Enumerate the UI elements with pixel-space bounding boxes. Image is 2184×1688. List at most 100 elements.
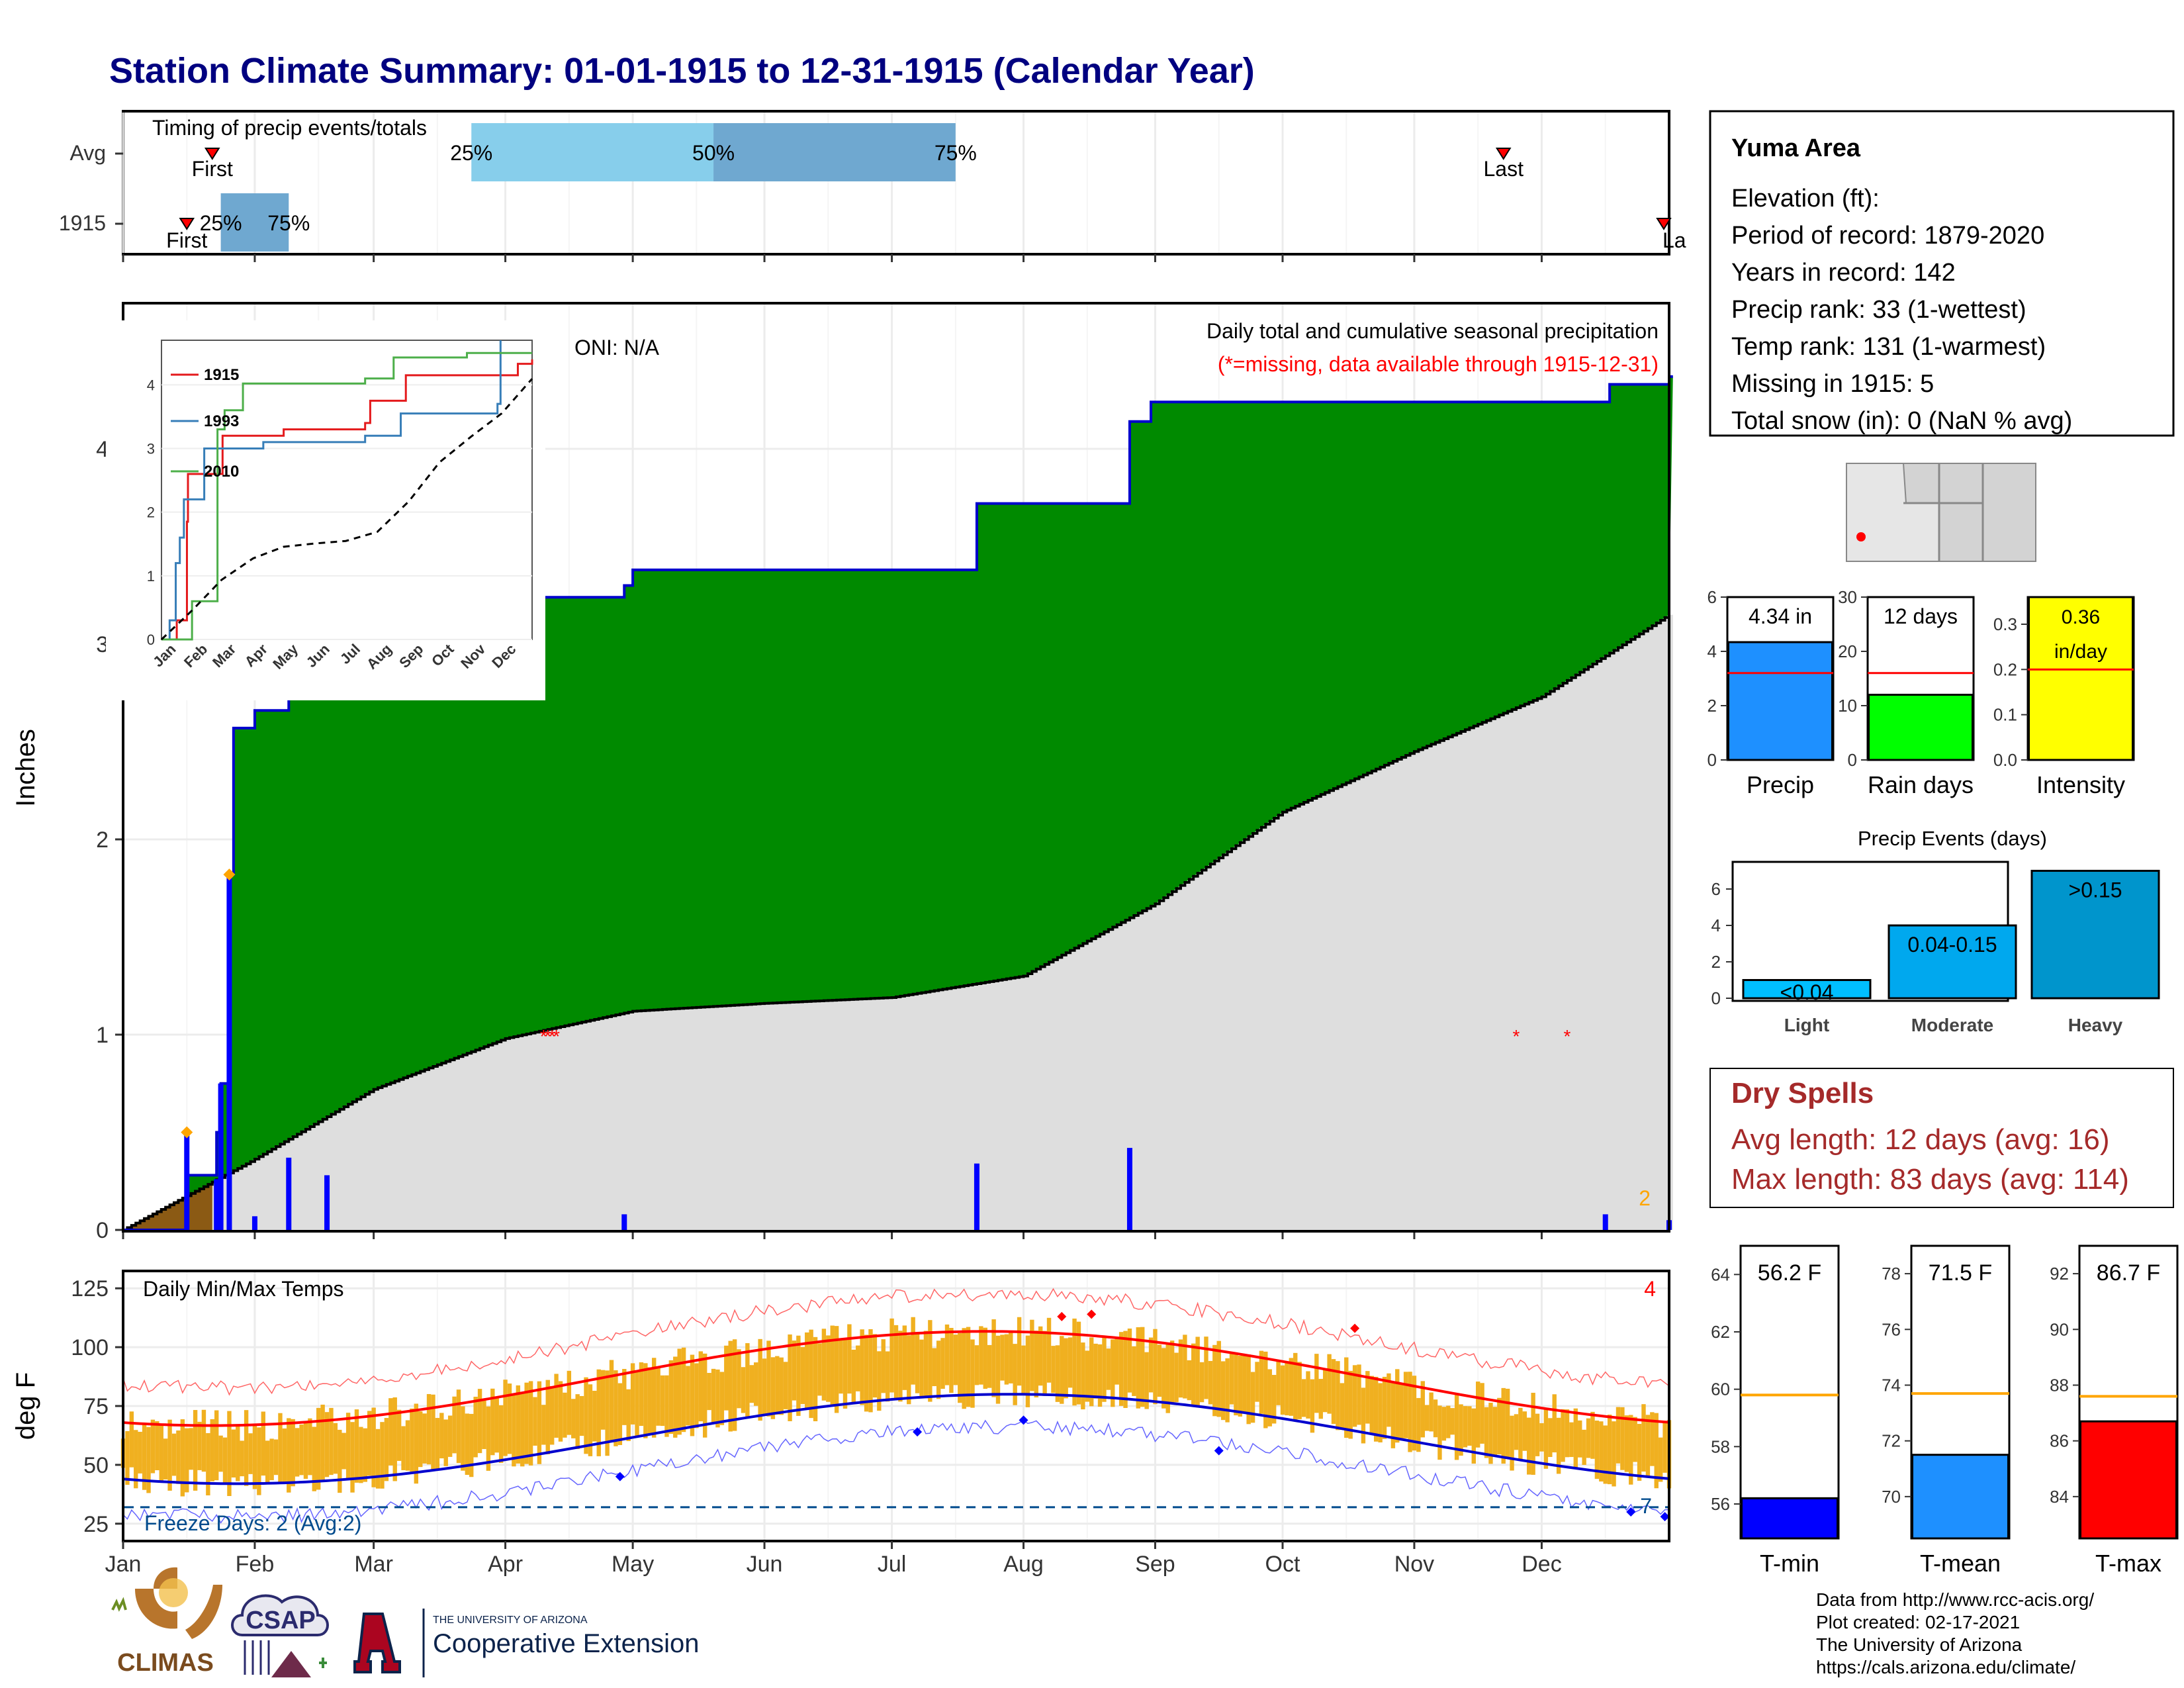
- event-bar-label: 0.04-0.15: [1907, 933, 1997, 957]
- daily-temp-range-bar: [885, 1351, 890, 1402]
- summary-bar-tick-label: 0.2: [1993, 659, 2017, 679]
- daily-temp-range-bar: [732, 1339, 737, 1431]
- summary-bar-value-unit: in/day: [2054, 641, 2107, 663]
- month-label: Feb: [236, 1552, 275, 1577]
- daily-temp-range-bar: [1633, 1417, 1637, 1462]
- daily-temp-range-bar: [248, 1433, 253, 1474]
- event-bar-heavy: [2030, 870, 2160, 1000]
- summary-bar-tick-label: 0: [1707, 750, 1717, 770]
- climas-text: CLIMAS: [117, 1649, 214, 1677]
- daily-temp-range-bar: [1336, 1361, 1340, 1430]
- record-low-marker: [615, 1472, 625, 1481]
- daily-temp-range-bar: [864, 1335, 869, 1412]
- daily-temp-range-bar: [1463, 1406, 1468, 1448]
- daily-temp-range-bar: [915, 1334, 920, 1393]
- temp-bar-tick-label: 74: [1882, 1375, 1901, 1395]
- daily-temp-range-bar: [273, 1439, 279, 1476]
- daily-temp-range-bar: [1527, 1417, 1531, 1475]
- daily-temp-range-bar: [1514, 1414, 1519, 1450]
- avg-25-label: 25%: [450, 141, 492, 165]
- ua-a-mark: [353, 1613, 401, 1673]
- precip-corner-count: 2: [1639, 1186, 1651, 1210]
- daily-temp-range-bar: [1216, 1340, 1221, 1417]
- temp-bar-t-min: [1741, 1497, 1839, 1540]
- daily-temp-range-bar: [932, 1348, 936, 1386]
- daily-temp-range-bar: [1344, 1357, 1349, 1438]
- daily-temp-range-bar: [762, 1358, 767, 1416]
- temp-bar-tick-label: 64: [1711, 1264, 1730, 1284]
- daily-temp-range-bar: [426, 1393, 432, 1465]
- daily-temp-range-bar: [889, 1318, 894, 1393]
- daily-temp-range-bar: [792, 1340, 797, 1401]
- daily-temp-range-bar: [851, 1349, 856, 1403]
- daily-temp-range-bar: [227, 1411, 232, 1497]
- daily-temp-range-bar: [1594, 1421, 1600, 1479]
- daily-precip-bar: [1126, 1148, 1132, 1230]
- daily-temp-range-bar: [1403, 1372, 1408, 1438]
- daily-temp-range-bar: [405, 1420, 410, 1471]
- precip-y-label: 4: [96, 437, 109, 462]
- daily-temp-range-bar: [1212, 1344, 1217, 1417]
- csap-logo: CSAP: [231, 1594, 329, 1677]
- daily-temp-range-bar: [1191, 1343, 1196, 1406]
- daily-temp-range-bar: [1569, 1422, 1574, 1458]
- month-label: Dec: [1522, 1552, 1561, 1577]
- daily-temp-range-bar: [1271, 1375, 1277, 1424]
- avg-50-75-bar: [713, 123, 956, 181]
- precip-legend-title: Daily total and cumulative seasonal prec…: [1206, 319, 1659, 343]
- daily-precip-bar: [286, 1157, 292, 1230]
- record-high-marker: [1350, 1323, 1360, 1333]
- daily-precip-bar: [226, 874, 232, 1230]
- daily-temp-range-bar: [180, 1419, 185, 1497]
- events-title: Precip Events (days): [1858, 827, 2047, 850]
- daily-temp-range-bar: [1412, 1376, 1417, 1451]
- daily-temp-range-bar: [1420, 1381, 1425, 1438]
- daily-temp-range-bar: [1484, 1407, 1489, 1458]
- daily-temp-range-bar: [206, 1432, 210, 1496]
- daily-temp-range-bar: [541, 1405, 546, 1445]
- daily-temp-range-bar: [1615, 1407, 1621, 1464]
- daily-temp-range-bar: [1416, 1397, 1421, 1452]
- daily-temp-range-bar: [354, 1409, 359, 1483]
- station-info-frame: [1709, 110, 2175, 437]
- summary-bar-value: 4.34 in: [1749, 604, 1812, 628]
- daily-temp-range-bar: [1373, 1376, 1379, 1442]
- summary-bar-value: 12 days: [1884, 604, 1958, 628]
- event-bar-moderate: [1888, 924, 2017, 1000]
- record-low-marker: [1214, 1446, 1224, 1456]
- daily-temp-range-bar: [422, 1413, 427, 1464]
- daily-temp-range-bar: [171, 1433, 177, 1476]
- daily-temp-range-bar: [1599, 1421, 1604, 1482]
- daily-temp-range-bar: [1187, 1360, 1192, 1401]
- daily-temp-range-bar: [222, 1437, 228, 1484]
- temp-bar-value: 56.2 F: [1758, 1260, 1821, 1286]
- dry-spells-max: Max length: 83 days (avg: 114): [1731, 1163, 2129, 1196]
- daily-temp-range-bar: [622, 1369, 627, 1425]
- daily-temp-range-bar: [928, 1320, 933, 1402]
- daily-temp-range-bar: [299, 1424, 304, 1476]
- missing-data-marker: *: [1513, 1026, 1520, 1047]
- daily-temp-range-bar: [240, 1440, 244, 1477]
- daily-temp-range-bar: [312, 1427, 316, 1491]
- temp-bar-frame: [1739, 1244, 1840, 1540]
- temp-y-label: 100: [71, 1335, 109, 1360]
- daily-temp-range-bar: [728, 1340, 733, 1432]
- daily-temp-range-bar: [197, 1421, 202, 1470]
- daily-temp-range-bar: [1000, 1335, 1005, 1381]
- daily-temp-range-bar: [847, 1324, 852, 1394]
- daily-temp-range-bar: [783, 1362, 788, 1409]
- daily-temp-range-bar: [1352, 1365, 1357, 1427]
- daily-temp-range-bar: [477, 1389, 482, 1454]
- daily-temp-range-bar: [244, 1410, 249, 1486]
- precip-y-label: 2: [96, 827, 109, 853]
- temp-bar-tick-label: 76: [1882, 1319, 1901, 1339]
- daily-temp-range-bar: [1157, 1344, 1162, 1397]
- temp-bar-label: T-min: [1760, 1550, 1819, 1577]
- daily-temp-range-bar: [1301, 1379, 1306, 1417]
- daily-temp-range-bar: [1586, 1418, 1591, 1458]
- daily-temp-range-bar: [1111, 1339, 1115, 1407]
- daily-temp-range-bar: [1331, 1359, 1336, 1425]
